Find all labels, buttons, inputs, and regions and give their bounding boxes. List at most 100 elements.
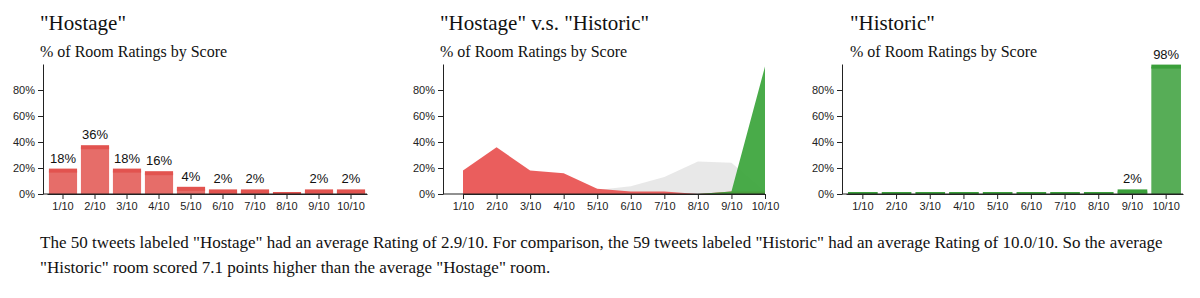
y-axis-line xyxy=(842,65,843,195)
y-tick: 20% xyxy=(13,162,43,174)
panel: "Hostage" v.s. "Historic"% of Room Ratin… xyxy=(413,11,779,212)
x-tick-label: 2/10 xyxy=(84,200,105,212)
y-tick: 0% xyxy=(818,188,842,200)
x-tick-label: 2/10 xyxy=(486,200,507,212)
x-tick: 3/10 xyxy=(920,194,941,212)
x-tick-mark xyxy=(1031,194,1032,199)
y-tick-label: 80% xyxy=(812,84,834,96)
x-tick: 2/10 xyxy=(84,194,105,212)
x-tick-mark xyxy=(930,194,931,199)
y-tick-label: 60% xyxy=(413,110,435,122)
x-tick-label: 7/10 xyxy=(1054,200,1075,212)
title: "Hostage" xyxy=(40,11,126,35)
x-tick-label: 1/10 xyxy=(453,200,474,212)
y-axis: 0%20%40%60%80% xyxy=(812,65,843,201)
data-labels: 18%36%18%16%4%2%2%2%2% xyxy=(50,127,361,186)
x-tick-label: 9/10 xyxy=(1122,200,1143,212)
x-tick: 2/10 xyxy=(886,194,907,212)
y-tick-mark xyxy=(38,90,43,91)
x-tick-mark xyxy=(287,194,288,199)
title: "Historic" xyxy=(850,11,935,35)
x-tick-label: 10/10 xyxy=(1152,200,1180,212)
x-tick: 5/10 xyxy=(587,194,608,212)
data-label: 36% xyxy=(82,127,108,142)
x-axis: 1/102/103/104/105/106/107/108/109/1010/1… xyxy=(847,194,1184,212)
bar xyxy=(1151,67,1181,194)
data-label: 2% xyxy=(310,171,329,186)
y-axis-line xyxy=(43,65,44,195)
x-tick-label: 7/10 xyxy=(654,200,675,212)
y-tick-label: 0% xyxy=(19,188,35,200)
x-tick-label: 9/10 xyxy=(721,200,742,212)
y-tick-mark xyxy=(438,116,443,117)
y-tick-mark xyxy=(38,116,43,117)
x-tick-mark xyxy=(1166,194,1167,199)
y-tick-label: 0% xyxy=(818,188,834,200)
bar-cap xyxy=(241,189,269,193)
x-tick: 8/10 xyxy=(688,194,709,212)
bar xyxy=(81,147,109,194)
data-label: 2% xyxy=(1123,171,1142,186)
title: "Hostage" v.s. "Historic" xyxy=(440,11,649,35)
x-tick-mark xyxy=(255,194,256,199)
x-tick-mark xyxy=(223,194,224,199)
y-tick-label: 0% xyxy=(419,188,435,200)
x-tick-mark xyxy=(95,194,96,199)
panel: "Hostage"% of Room Ratings by Score18%36… xyxy=(13,11,368,212)
x-tick: 6/10 xyxy=(1021,194,1042,212)
y-tick-label: 60% xyxy=(13,110,35,122)
y-tick-label: 60% xyxy=(812,110,834,122)
area xyxy=(463,67,765,194)
y-axis: 0%20%40%60%80% xyxy=(413,65,444,201)
bar-cap xyxy=(337,189,365,193)
x-tick-label: 1/10 xyxy=(852,200,873,212)
x-tick-label: 1/10 xyxy=(52,200,73,212)
x-tick-mark xyxy=(597,194,598,199)
plot-area xyxy=(848,65,1181,194)
data-label: 4% xyxy=(182,169,201,184)
y-tick-mark xyxy=(837,168,842,169)
y-tick: 20% xyxy=(812,162,842,174)
x-tick: 2/10 xyxy=(486,194,507,212)
y-tick: 40% xyxy=(413,136,443,148)
data-labels: 2%98% xyxy=(1123,47,1180,187)
x-tick: 3/10 xyxy=(116,194,137,212)
x-tick-mark xyxy=(698,194,699,199)
x-tick-label: 8/10 xyxy=(1088,200,1109,212)
x-tick: 6/10 xyxy=(621,194,642,212)
x-tick-label: 6/10 xyxy=(1021,200,1042,212)
bar-cap xyxy=(1151,65,1181,69)
x-tick-mark xyxy=(319,194,320,199)
y-tick: 60% xyxy=(13,110,43,122)
y-tick-mark xyxy=(438,168,443,169)
subtitle: % of Room Ratings by Score xyxy=(850,43,1037,61)
y-axis: 0%20%40%60%80% xyxy=(13,65,44,201)
y-tick-mark xyxy=(837,142,842,143)
data-label: 2% xyxy=(214,171,233,186)
x-tick-mark xyxy=(664,194,665,199)
y-tick: 40% xyxy=(13,136,43,148)
bar-cap xyxy=(1118,189,1148,193)
data-label: 2% xyxy=(342,171,361,186)
x-tick-mark xyxy=(564,194,565,199)
x-tick-mark xyxy=(127,194,128,199)
x-tick-mark xyxy=(463,194,464,199)
x-tick: 4/10 xyxy=(553,194,574,212)
caption: The 50 tweets labeled "Hostage" had an a… xyxy=(40,230,1175,280)
x-tick: 9/10 xyxy=(1122,194,1143,212)
x-tick-mark xyxy=(1065,194,1066,199)
x-tick-label: 8/10 xyxy=(688,200,709,212)
data-label: 2% xyxy=(246,171,265,186)
y-tick-mark xyxy=(837,90,842,91)
x-tick: 1/10 xyxy=(453,194,474,212)
x-tick: 6/10 xyxy=(212,194,233,212)
y-tick-mark xyxy=(837,116,842,117)
subtitle: % of Room Ratings by Score xyxy=(40,43,227,61)
x-tick-mark xyxy=(351,194,352,199)
x-tick-label: 6/10 xyxy=(212,200,233,212)
y-tick-mark xyxy=(837,194,842,195)
x-tick: 10/10 xyxy=(752,194,780,212)
x-tick: 9/10 xyxy=(721,194,742,212)
x-tick-mark xyxy=(63,194,64,199)
y-tick: 0% xyxy=(19,188,43,200)
